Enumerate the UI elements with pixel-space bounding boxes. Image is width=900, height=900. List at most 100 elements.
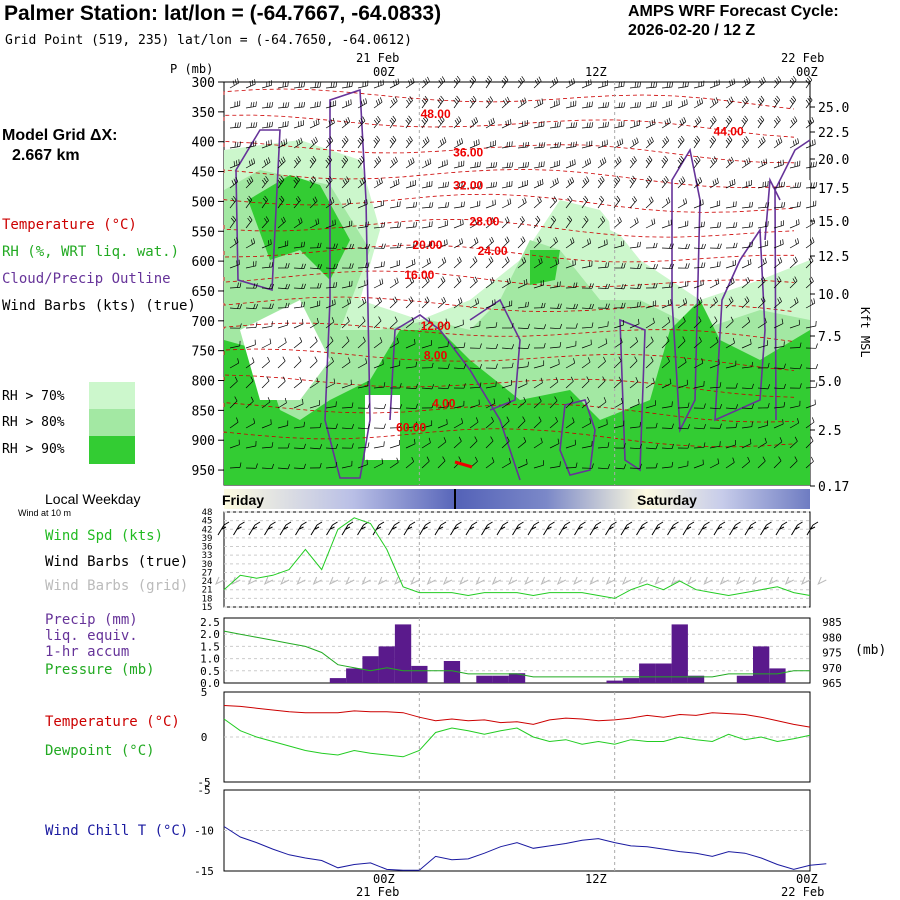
upper-barb-staff: [229, 400, 238, 409]
upper-barb-staff: [645, 141, 654, 149]
upper-barb-staff: [789, 441, 798, 449]
upper-barb-feather: [569, 178, 573, 184]
true-wind-barb: [667, 521, 679, 536]
upper-barb-staff: [357, 301, 367, 309]
upper-barb-staff: [485, 347, 497, 350]
upper-barb-staff: [805, 367, 817, 370]
upper-barb-feather: [669, 243, 672, 249]
height-tick-label: 10.0: [818, 288, 849, 303]
legend-temperature: Temperature (°C): [2, 217, 137, 233]
upper-barb-staff: [501, 220, 510, 229]
upper-barb-feather: [598, 179, 602, 185]
upper-barb-staff: [645, 447, 657, 450]
upper-barb-staff: [501, 384, 512, 389]
upper-barb-feather: [491, 217, 495, 223]
upper-barb-feather: [391, 160, 395, 165]
upper-barb-staff: [757, 225, 768, 229]
upper-barb-staff: [405, 300, 414, 309]
legend-rh: RH (%, WRT liq. wat.): [2, 244, 180, 260]
upper-barb-feather: [271, 442, 274, 448]
upper-barb-feather: [809, 118, 813, 124]
upper-barb-staff: [757, 425, 768, 429]
upper-barb-staff: [453, 261, 462, 269]
upper-barb-feather: [735, 422, 738, 428]
precip-bar: [622, 678, 640, 683]
true-wind-barb: [620, 521, 633, 536]
upper-barb-feather: [488, 75, 492, 81]
upper-barb-feather: [602, 376, 606, 382]
temperature-series: [223, 705, 811, 728]
upper-barb-staff: [677, 225, 688, 229]
upper-barb-feather: [269, 122, 271, 128]
upper-barb-feather: [456, 258, 460, 264]
upper-barb-staff: [677, 361, 687, 369]
upper-barb-staff: [293, 222, 303, 229]
upper-barb-feather: [588, 80, 590, 86]
upper-barb-feather: [637, 242, 639, 248]
upper-barb-staff: [741, 300, 750, 309]
upper-barb-feather: [631, 198, 636, 203]
upper-barb-staff: [229, 264, 240, 269]
upper-barb-feather: [649, 120, 651, 126]
upper-barb-feather: [620, 337, 623, 343]
upper-barb-feather: [381, 261, 383, 267]
upper-barb-feather: [621, 102, 623, 108]
upper-barb-feather: [463, 201, 465, 207]
upper-barb-feather: [410, 158, 413, 164]
upper-barb-staff: [405, 366, 416, 369]
upper-barb-feather: [363, 99, 365, 105]
upper-barb-feather: [669, 263, 672, 269]
upper-barb-feather: [454, 119, 458, 125]
upper-barb-staff: [741, 461, 750, 469]
upper-barb-feather: [655, 422, 658, 428]
upper-barb-feather: [406, 117, 411, 123]
upper-barb-feather: [312, 198, 316, 203]
grid-wind-barb: [784, 576, 794, 586]
upper-barb-feather: [591, 283, 594, 289]
upper-barb-feather: [280, 195, 285, 201]
upper-barb-staff: [373, 341, 383, 349]
upper-barb-feather: [687, 263, 690, 269]
upper-barb-feather: [540, 377, 543, 383]
upper-barb-staff: [565, 146, 576, 149]
upper-barb-feather: [269, 338, 272, 344]
upper-barb-feather: [333, 282, 335, 288]
upper-barb-feather: [379, 97, 383, 103]
rh-clear-region-0: [240, 300, 330, 400]
upper-barb-staff: [469, 186, 481, 189]
upper-barb-feather: [569, 161, 571, 167]
upper-barb-feather: [621, 138, 624, 144]
upper-barb-staff: [565, 307, 577, 310]
upper-barb-staff: [485, 326, 497, 329]
upper-barb-feather: [391, 137, 395, 143]
upper-barb-feather: [413, 242, 415, 248]
upper-barb-feather: [473, 141, 475, 147]
temp-dew-panel: 50-5: [197, 686, 811, 789]
upper-barb-feather: [598, 197, 603, 203]
upper-barb-feather: [374, 137, 379, 143]
upper-barb-feather: [645, 179, 650, 185]
upper-barb-feather: [474, 276, 478, 282]
upper-barb-feather: [325, 159, 330, 165]
upper-barb-feather: [535, 217, 539, 223]
upper-barb-feather: [583, 217, 587, 223]
upper-barb-feather: [317, 82, 319, 88]
upper-barb-feather: [503, 100, 507, 105]
upper-barb-feather: [506, 96, 510, 102]
upper-barb-feather: [639, 463, 642, 469]
upper-barb-feather: [341, 139, 346, 145]
upper-barb-staff: [261, 199, 268, 209]
upper-barb-feather: [601, 216, 606, 221]
upper-barb-staff: [325, 321, 335, 329]
upper-barb-feather: [428, 257, 431, 263]
upper-barb-feather: [365, 98, 368, 104]
upper-barb-feather: [523, 396, 527, 402]
weekday-bar: [224, 489, 810, 509]
upper-barb-staff: [741, 426, 752, 429]
upper-barb-feather: [333, 378, 336, 384]
upper-barb-staff: [437, 323, 448, 329]
upper-barb-staff: [453, 301, 463, 309]
upper-barb-feather: [314, 82, 317, 88]
upper-barb-staff: [469, 205, 480, 209]
pressure-series: [223, 630, 810, 678]
